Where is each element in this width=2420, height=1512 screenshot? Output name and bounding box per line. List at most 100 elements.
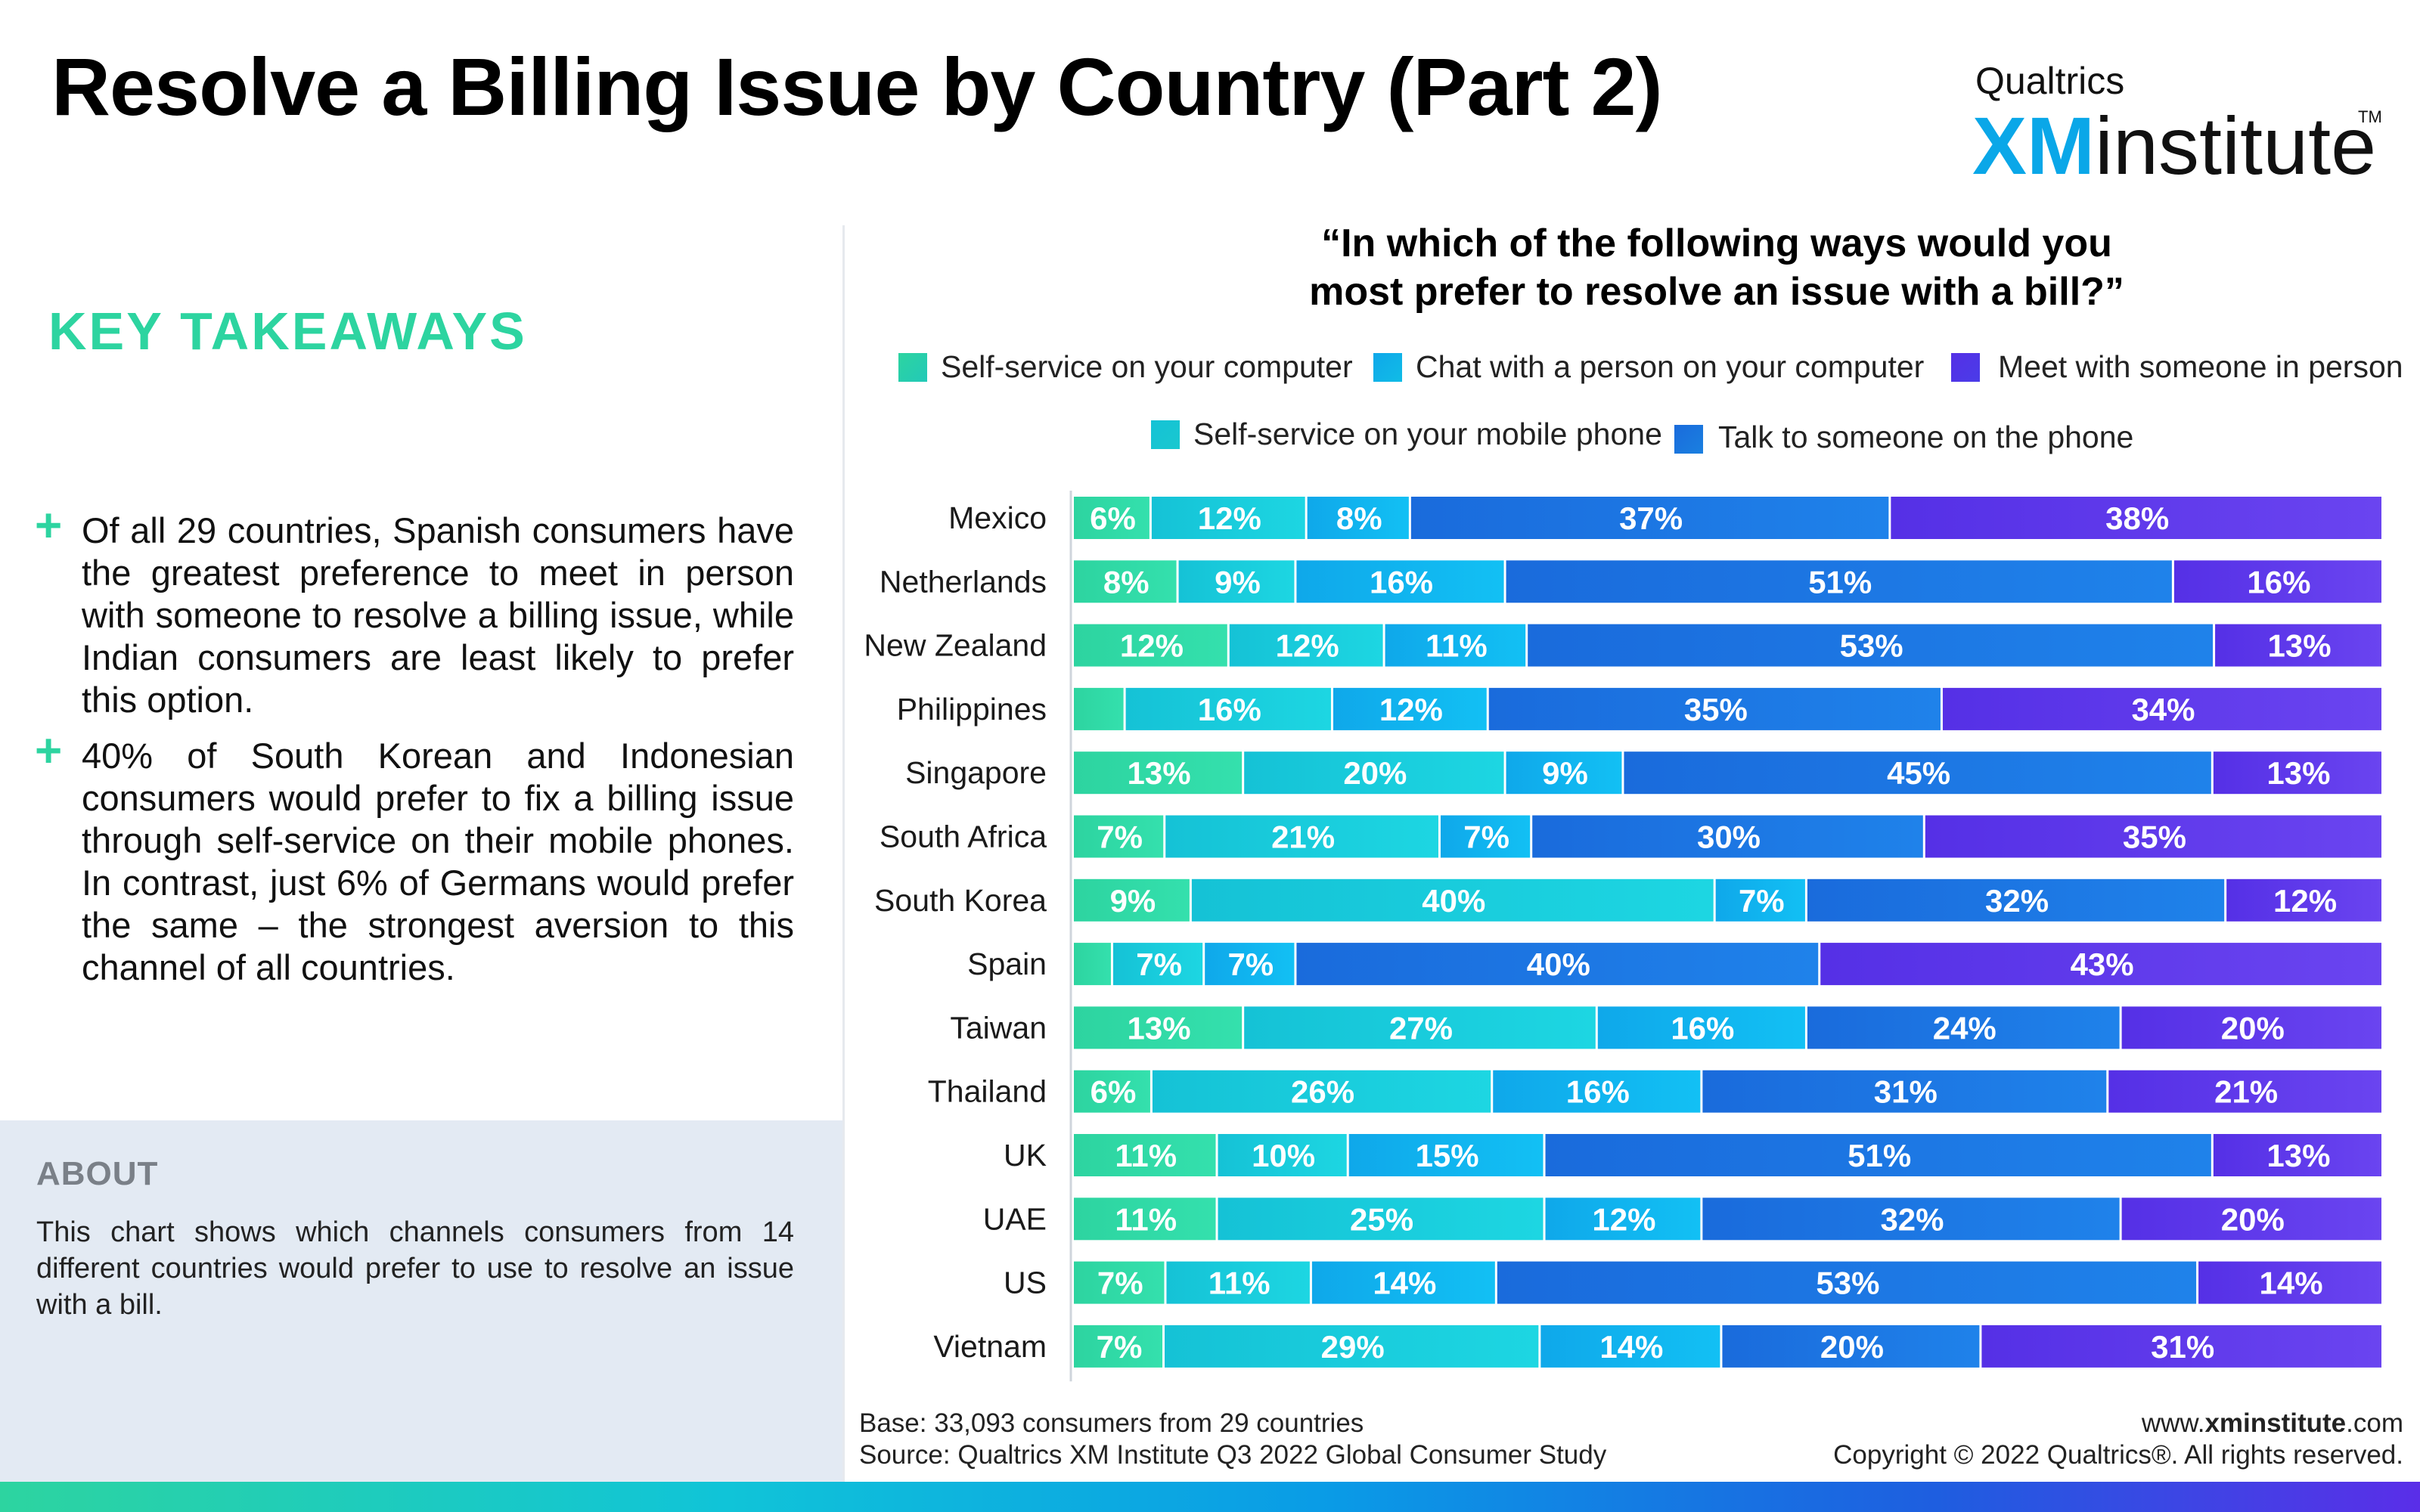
takeaway-item: + Of all 29 countries, Spanish consumers…: [35, 503, 794, 721]
data-label: 51%: [1808, 564, 1872, 600]
legend-swatch: [1951, 353, 1980, 382]
data-label: 13%: [1128, 755, 1191, 791]
bar-segment: [2108, 1070, 2381, 1113]
bar-segment: [1545, 1134, 2211, 1176]
bar-segment: [1074, 751, 1243, 795]
bar-segment: [1506, 560, 2172, 603]
bar-segment: [1205, 943, 1295, 986]
bar-segment: [2215, 624, 2381, 667]
data-label: 15%: [1416, 1138, 1479, 1173]
data-label: 21%: [1271, 820, 1335, 855]
data-label: 25%: [1350, 1201, 1413, 1237]
logo-wordmark: XMinstitute: [1972, 104, 2376, 187]
logo-trademark: TM: [2358, 107, 2382, 126]
bar-segment: [1296, 560, 1504, 603]
bar-segment: [1191, 878, 1714, 922]
data-label: 9%: [1542, 755, 1588, 791]
data-label: 13%: [1128, 1010, 1191, 1046]
category-label: Thailand: [928, 1074, 1047, 1109]
data-label: 13%: [2266, 1138, 2330, 1173]
survey-question: “In which of the following ways would yo…: [1059, 219, 2375, 316]
bar-segment: [1333, 687, 1487, 730]
about-panel: ABOUT This chart shows which channels co…: [0, 1120, 842, 1483]
bar-segment: [2121, 1006, 2381, 1049]
data-label: 8%: [1336, 500, 1382, 536]
legend-swatch: [898, 353, 927, 382]
bar-segment: [1722, 1325, 1980, 1368]
footer-copyright: Copyright © 2022 Qualtrics®. All rights …: [1833, 1440, 2403, 1470]
website-suffix: .com: [2346, 1408, 2403, 1438]
data-label: 12%: [1198, 500, 1261, 536]
bar-segment: [1296, 943, 1819, 986]
category-label: US: [1004, 1266, 1047, 1300]
about-text: This chart shows which channels consumer…: [36, 1216, 794, 1321]
bar-segment: [2213, 751, 2381, 795]
question-line-2: most prefer to resolve an issue with a b…: [1309, 270, 2124, 314]
bar-segment: [1074, 497, 1150, 539]
category-label: Vietnam: [933, 1329, 1047, 1364]
bar-segment: [1074, 815, 1164, 858]
logo-xm: XM: [1972, 100, 2095, 191]
bar-segment: [1702, 1070, 2107, 1113]
data-label: 32%: [1985, 883, 2049, 919]
bar-segment: [2121, 1198, 2381, 1241]
data-label: 12%: [1379, 692, 1443, 727]
bar-segment: [1074, 624, 1227, 667]
bar-segment: [1244, 1006, 1596, 1049]
data-label: 7%: [1097, 1266, 1143, 1301]
bar-segment: [1307, 497, 1409, 539]
website-prefix: www.: [2141, 1408, 2205, 1438]
bar-segment: [1506, 751, 1622, 795]
data-label: 11%: [1115, 1201, 1177, 1237]
plus-icon: +: [35, 725, 63, 777]
category-label: Spain: [967, 947, 1047, 981]
data-label: 11%: [1426, 628, 1488, 664]
bar-segment: [1493, 1070, 1701, 1113]
legend-swatch: [1373, 353, 1402, 382]
bar-segment: [1528, 624, 2214, 667]
data-label: 45%: [1887, 755, 1950, 791]
data-label: 20%: [2221, 1010, 2285, 1046]
data-label: 16%: [1671, 1010, 1734, 1046]
bar-segment: [1311, 1261, 1495, 1304]
bar-segment: [1820, 943, 2381, 986]
data-label: 26%: [1291, 1074, 1354, 1110]
data-label: 6%: [1091, 1074, 1137, 1110]
takeaway-item: + 40% of South Korean and Indonesian con…: [35, 728, 794, 989]
data-label: 34%: [2131, 692, 2195, 727]
bar-segment: [1074, 943, 1111, 986]
plus-icon: +: [35, 500, 63, 552]
bar-segment: [1925, 815, 2381, 858]
bottom-gradient-strip: [0, 1482, 2420, 1512]
bar-segment: [1074, 1070, 1150, 1113]
legend-label: Talk to someone on the phone: [1718, 420, 2134, 454]
takeaway-text: Of all 29 countries, Spanish consumers h…: [82, 510, 794, 720]
bar-segment: [1540, 1325, 1720, 1368]
key-takeaways-heading: KEY TAKEAWAYS: [48, 302, 527, 361]
data-label: 12%: [1592, 1201, 1655, 1237]
bar-segment: [1166, 1261, 1310, 1304]
data-label: 8%: [1103, 564, 1150, 600]
data-label: 31%: [2151, 1329, 2214, 1365]
bar-segment: [2213, 1134, 2381, 1176]
data-label: 7%: [1136, 947, 1182, 982]
category-label: Taiwan: [950, 1010, 1047, 1045]
data-label: 12%: [2273, 883, 2337, 919]
data-label: 16%: [1370, 564, 1433, 600]
data-label: 20%: [1343, 755, 1407, 791]
logo-brand: Qualtrics: [1975, 60, 2125, 102]
legend-label: Self-service on your computer: [941, 349, 1353, 384]
bar-segment: [1545, 1198, 1701, 1241]
bar-segment: [1702, 1198, 2120, 1241]
bar-segment: [1165, 815, 1438, 858]
bar-segment: [1074, 560, 1177, 603]
category-label: Philippines: [897, 692, 1047, 727]
data-label: 6%: [1090, 500, 1136, 536]
bar-segment: [1410, 497, 1889, 539]
bar-segment: [1074, 1006, 1243, 1049]
bar-segment: [1074, 1198, 1216, 1241]
data-label: 14%: [2260, 1266, 2323, 1301]
data-label: 27%: [1389, 1010, 1453, 1046]
bar-segment: [1125, 687, 1331, 730]
